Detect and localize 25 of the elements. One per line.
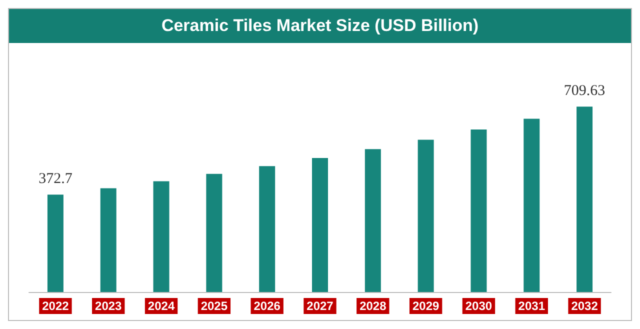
bar [153, 181, 170, 292]
x-tick-label: 2031 [518, 299, 546, 313]
bar [100, 188, 116, 292]
x-tick-label: 2029 [412, 299, 440, 313]
bar [312, 158, 328, 292]
chart-title: Ceramic Tiles Market Size (USD Billion) [9, 9, 631, 43]
x-tick-label: 2024 [148, 299, 175, 313]
x-tick-label: 2026 [254, 299, 281, 313]
bar [418, 140, 434, 292]
bar [259, 166, 276, 292]
x-tick-label: 2030 [465, 299, 492, 313]
bar [364, 149, 381, 292]
bar [576, 106, 593, 292]
x-tick-label: 2028 [360, 299, 387, 313]
data-label: 709.63 [564, 83, 606, 100]
bar [206, 174, 222, 292]
data-label: 372.7 [38, 171, 73, 188]
bar [524, 118, 540, 292]
bar [47, 194, 64, 292]
bar [470, 130, 487, 292]
x-tick-label: 2025 [200, 299, 228, 313]
x-tick-label: 2032 [571, 299, 598, 313]
x-tick-label: 2022 [42, 299, 70, 313]
x-tick-label: 2023 [95, 299, 122, 313]
x-tick-label: 2027 [306, 299, 334, 313]
